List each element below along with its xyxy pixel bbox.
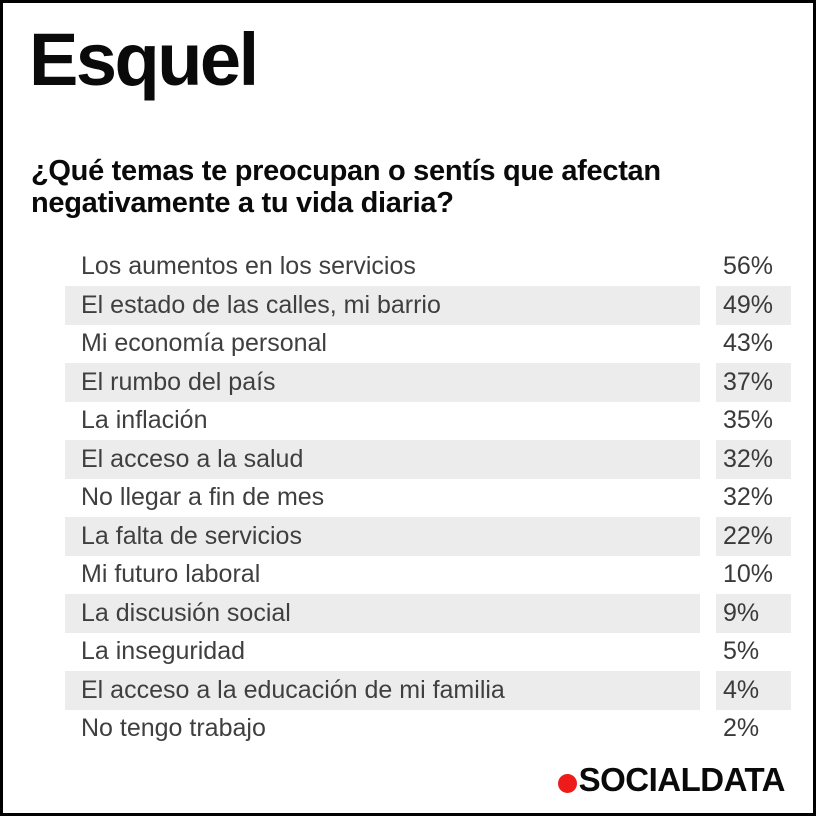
column-gap	[700, 325, 716, 364]
column-gap	[700, 363, 716, 402]
column-gap	[700, 286, 716, 325]
topic-label: El acceso a la educación de mi familia	[65, 671, 700, 710]
column-gap	[700, 479, 716, 518]
topic-label: El acceso a la salud	[65, 440, 700, 479]
topic-label: Mi futuro laboral	[81, 560, 261, 589]
red-dot-icon	[557, 774, 577, 793]
column-gap	[700, 710, 716, 749]
table-row: No tengo trabajo 2%	[65, 710, 791, 749]
table-row: No llegar a fin de mes 32%	[65, 479, 791, 518]
percentage-value: 4%	[716, 671, 791, 710]
table-row: Los aumentos en los servicios 56%	[65, 248, 791, 287]
topic-label: La discusión social	[65, 594, 700, 633]
percentage-value: 5%	[723, 637, 760, 666]
column-gap	[700, 556, 716, 595]
results-table: Los aumentos en los servicios 56% El est…	[65, 248, 791, 749]
percentage-value: 56%	[723, 252, 774, 281]
percentage-value: 35%	[723, 406, 774, 435]
column-gap	[700, 633, 716, 672]
percentage-value: 32%	[716, 440, 791, 479]
topic-label: Mi economía personal	[81, 329, 327, 358]
table-row: El estado de las calles, mi barrio 49%	[65, 286, 791, 325]
topic-label: No llegar a fin de mes	[81, 483, 325, 512]
column-gap	[700, 594, 716, 633]
topic-label: La inflación	[81, 406, 208, 435]
column-gap	[700, 671, 716, 710]
table-row: Mi futuro laboral 10%	[65, 556, 791, 595]
percentage-value: 9%	[716, 594, 791, 633]
column-gap	[700, 248, 716, 287]
table-row: La inflación 35%	[65, 402, 791, 441]
table-row: La discusión social 9%	[65, 594, 791, 633]
percentage-value: 22%	[716, 517, 791, 556]
percentage-value: 37%	[716, 363, 791, 402]
topic-label: El estado de las calles, mi barrio	[65, 286, 700, 325]
table-row: Mi economía personal 43%	[65, 325, 791, 364]
topic-label: La inseguridad	[81, 637, 246, 666]
topic-label: La falta de servicios	[65, 517, 700, 556]
topic-label: No tengo trabajo	[81, 714, 266, 743]
topic-label: Los aumentos en los servicios	[81, 252, 416, 281]
table-row: La falta de servicios 22%	[65, 517, 791, 556]
percentage-value: 2%	[723, 714, 760, 743]
percentage-value: 10%	[723, 560, 774, 589]
column-gap	[700, 517, 716, 556]
city-title: Esquel	[29, 18, 259, 101]
percentage-value: 43%	[723, 329, 774, 358]
percentage-value: 32%	[723, 483, 774, 512]
survey-question: ¿Qué temas te preocupan o sentís que afe…	[31, 154, 661, 220]
logo-text: SOCIALDATA	[578, 761, 786, 798]
table-row: El rumbo del país 37%	[65, 363, 791, 402]
table-row: El acceso a la salud 32%	[65, 440, 791, 479]
column-gap	[700, 440, 716, 479]
topic-label: El rumbo del país	[65, 363, 700, 402]
column-gap	[700, 402, 716, 441]
percentage-value: 49%	[716, 286, 791, 325]
table-row: La inseguridad 5%	[65, 633, 791, 672]
socialdata-logo: SOCIALDATA	[557, 761, 786, 798]
table-row: El acceso a la educación de mi familia 4…	[65, 671, 791, 710]
